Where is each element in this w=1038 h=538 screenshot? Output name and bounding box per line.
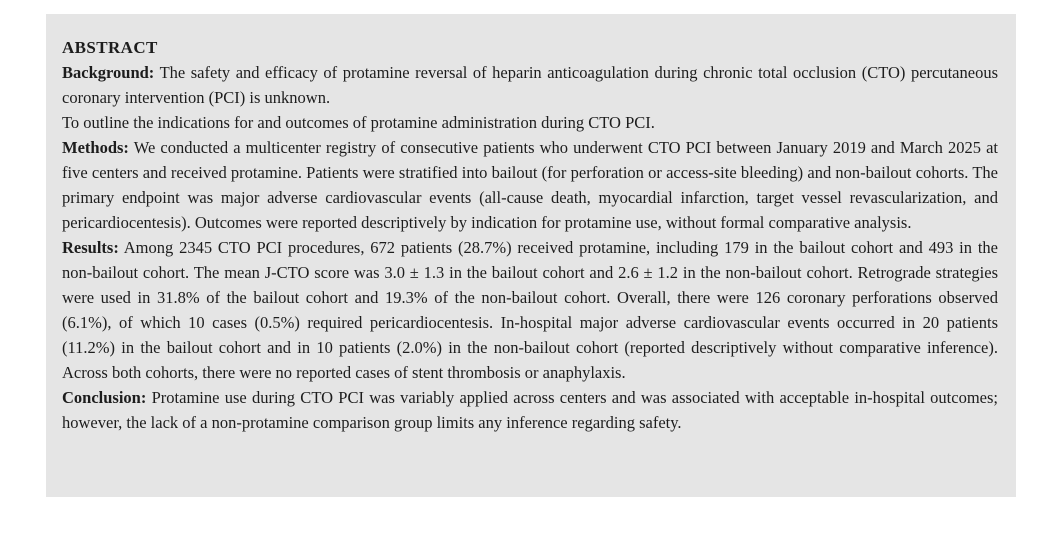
paragraph-label: Methods: <box>62 138 129 157</box>
paragraph-text: The safety and efficacy of protamine rev… <box>62 63 998 107</box>
paragraph-label: Background: <box>62 63 155 82</box>
abstract-paragraph-methods: Methods: We conducted a multicenter regi… <box>62 135 998 235</box>
paragraph-label: Conclusion: <box>62 388 147 407</box>
paragraph-text: We conducted a multicenter registry of c… <box>62 138 998 232</box>
abstract-paragraph-objective: To outline the indications for and outco… <box>62 110 998 135</box>
abstract-panel: ABSTRACT Background: The safety and effi… <box>46 14 1016 497</box>
abstract-paragraph-results: Results: Among 2345 CTO PCI procedures, … <box>62 235 998 385</box>
abstract-paragraph-conclusion: Conclusion: Protamine use during CTO PCI… <box>62 385 998 435</box>
abstract-heading: ABSTRACT <box>62 38 158 57</box>
paragraph-text: Protamine use during CTO PCI was variabl… <box>62 388 998 432</box>
paragraph-text: To outline the indications for and outco… <box>62 113 655 132</box>
paragraph-label: Results: <box>62 238 119 257</box>
paragraph-text: Among 2345 CTO PCI procedures, 672 patie… <box>62 238 998 382</box>
abstract-paragraph-background: Background: The safety and efficacy of p… <box>62 60 998 110</box>
